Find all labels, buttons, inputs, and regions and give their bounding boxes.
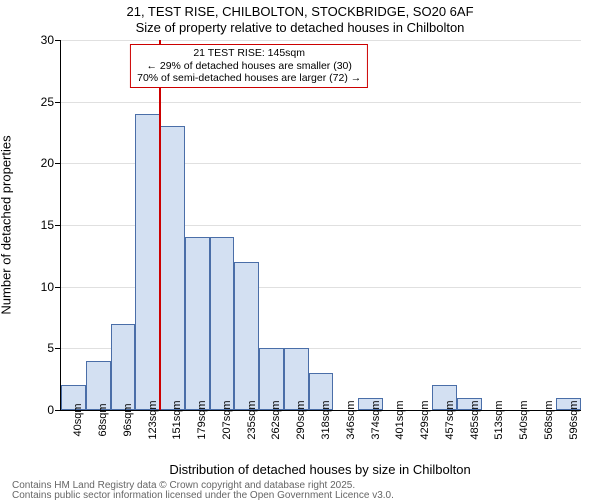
xtick-label: 68sqm [97,403,109,436]
bar [234,262,259,410]
xtick-label: 262sqm [270,400,282,439]
ytick-label: 5 [4,341,54,355]
bar [135,114,160,410]
xtick-label: 207sqm [221,400,233,439]
xtick-label: 40sqm [72,403,84,436]
annotation-box: 21 TEST RISE: 145sqm ← 29% of detached h… [130,44,368,88]
xtick-label: 540sqm [518,400,530,439]
marker-line [159,40,161,410]
xtick-label: 235sqm [246,400,258,439]
ytick-label: 30 [4,33,54,47]
xtick-label: 123sqm [147,400,159,439]
bar [210,237,235,410]
bar [160,126,185,410]
ytick-label: 10 [4,280,54,294]
plot-area: 21 TEST RISE: 145sqm ← 29% of detached h… [60,40,581,411]
annotation-line1: 21 TEST RISE: 145sqm [137,47,361,60]
annotation-line3: 70% of semi-detached houses are larger (… [137,72,361,85]
xtick-label: 457sqm [444,400,456,439]
footer-line2: Contains public sector information licen… [12,490,588,500]
ytick-label: 25 [4,95,54,109]
xtick-label: 485sqm [469,400,481,439]
ytick-label: 20 [4,156,54,170]
xtick-label: 568sqm [543,400,555,439]
ytick-label: 0 [4,403,54,417]
xtick-label: 96sqm [122,403,134,436]
ytick-label: 15 [4,218,54,232]
x-axis-label: Distribution of detached houses by size … [60,462,580,477]
annotation-line2: ← 29% of detached houses are smaller (30… [137,60,361,73]
xtick-label: 179sqm [196,400,208,439]
xtick-label: 429sqm [419,400,431,439]
chart-title-line1: 21, TEST RISE, CHILBOLTON, STOCKBRIDGE, … [0,4,600,19]
xtick-label: 151sqm [171,400,183,439]
bar [111,324,136,410]
xtick-label: 513sqm [493,400,505,439]
xtick-label: 346sqm [345,400,357,439]
xtick-label: 374sqm [370,400,382,439]
xtick-label: 596sqm [568,400,580,439]
xtick-label: 290sqm [295,400,307,439]
bar [185,237,210,410]
xtick-label: 318sqm [320,400,332,439]
xtick-label: 401sqm [394,400,406,439]
chart-title-line2: Size of property relative to detached ho… [0,20,600,35]
bars-group [61,40,581,410]
chart-root: 21, TEST RISE, CHILBOLTON, STOCKBRIDGE, … [0,0,600,500]
